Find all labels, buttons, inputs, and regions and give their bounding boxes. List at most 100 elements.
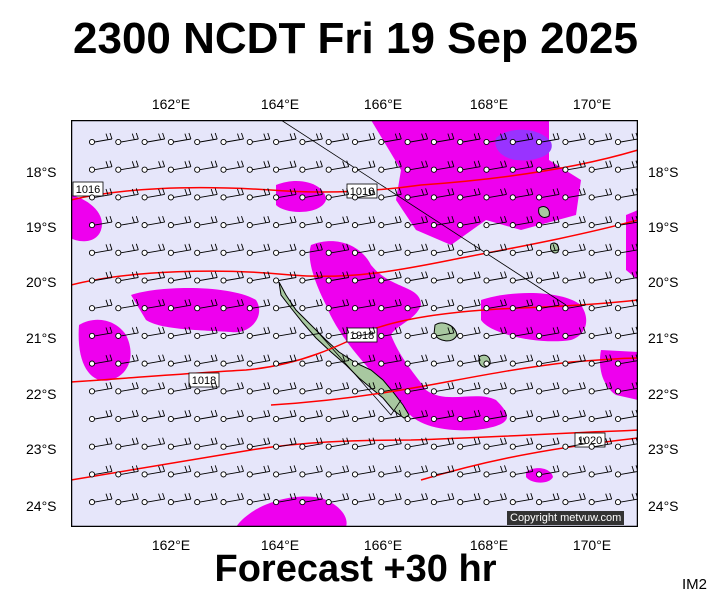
wind-barb: [457, 299, 481, 312]
wind-barb: [562, 354, 586, 367]
wind-barb: [246, 382, 271, 395]
wind-barb: [536, 215, 560, 229]
wind-barb: [509, 271, 534, 284]
wind-barb: [536, 132, 560, 146]
wind-barb: [614, 437, 638, 450]
wind-barb: [246, 409, 271, 423]
wind-barb: [141, 188, 166, 201]
wind-barb: [588, 132, 613, 146]
wind-barb: [562, 188, 586, 201]
wind-barb: [536, 354, 560, 367]
wind-barb: [588, 354, 613, 367]
wind-barb: [220, 465, 244, 478]
wind-barb: [194, 492, 218, 506]
wind-barb: [378, 437, 402, 450]
wind-barb: [483, 437, 507, 450]
wind-barb: [483, 382, 507, 395]
wind-barb: [509, 188, 534, 201]
wind-barb: [273, 354, 297, 367]
wind-barb: [325, 132, 350, 146]
wind-barb: [351, 271, 376, 284]
island-3: [538, 206, 550, 218]
wind-barb: [246, 243, 271, 256]
wind-barb: [509, 160, 534, 173]
wind-barb: [509, 326, 534, 339]
wind-barb: [483, 299, 507, 312]
wind-barb: [536, 382, 560, 395]
wind-barb: [509, 492, 534, 506]
wind-barb: [562, 409, 586, 423]
wind-barb: [115, 271, 139, 284]
lat-label-23-right: 23°S: [648, 441, 679, 457]
wind-barb: [246, 465, 271, 478]
wind-barb: [115, 492, 139, 506]
wind-barb: [167, 409, 192, 423]
wind-barb: [194, 354, 218, 367]
wind-barb: [194, 132, 218, 146]
wind-barb: [88, 354, 113, 367]
wind-barb: [351, 243, 376, 256]
wind-barb: [141, 492, 166, 506]
wind-barb: [430, 326, 455, 339]
wind-barb: [88, 271, 113, 284]
lon-label-164: 164°E: [260, 96, 300, 112]
wind-barb: [457, 409, 481, 423]
wind-barb: [220, 188, 244, 201]
wind-barb: [299, 243, 323, 256]
wind-barb: [299, 326, 323, 339]
isobar-label-1016-central: 1016: [346, 183, 378, 199]
wind-barb: [509, 299, 534, 312]
wind-barb: [299, 188, 323, 201]
wind-barb: [194, 437, 218, 450]
wind-barb: [483, 215, 507, 229]
wind-barb: [115, 437, 139, 450]
wind-barb: [115, 215, 139, 229]
wind-barb: [404, 382, 429, 395]
wind-barb: [404, 437, 429, 450]
lat-label-24: 24°S: [26, 498, 57, 514]
lat-label-22-right: 22°S: [648, 386, 679, 402]
lat-label-20-right: 20°S: [648, 274, 679, 290]
wind-barb: [457, 215, 481, 229]
wind-barb: [509, 382, 534, 395]
wind-barb: [194, 243, 218, 256]
wind-barb: [246, 354, 271, 367]
lon-label-162-bottom: 162°E: [151, 537, 191, 553]
wind-barb: [430, 243, 455, 256]
wind-barb: [115, 243, 139, 256]
lon-label-166: 166°E: [363, 96, 403, 112]
wind-barb: [141, 243, 166, 256]
wind-barb: [430, 160, 455, 173]
wind-barb: [194, 326, 218, 339]
wind-barb: [562, 299, 586, 312]
wind-barb: [273, 409, 297, 423]
boundary-line: [280, 120, 567, 306]
wind-barb: [536, 492, 560, 506]
wind-barb: [325, 437, 350, 450]
wind-barb: [562, 382, 586, 395]
wind-barb: [404, 215, 429, 229]
wind-barb: [509, 215, 534, 229]
lat-label-19: 19°S: [26, 219, 57, 235]
wind-barb: [457, 132, 481, 146]
wind-barb: [351, 188, 376, 201]
wind-barb: [351, 492, 376, 506]
wind-barb: [483, 160, 507, 173]
wind-barb: [167, 437, 192, 450]
wind-barb: [273, 437, 297, 450]
wind-barb: [299, 382, 323, 395]
wind-barb: [351, 299, 376, 312]
wind-barb: [536, 326, 560, 339]
wind-barb: [378, 132, 402, 146]
wind-barb: [457, 188, 481, 201]
wind-barb: [536, 437, 560, 450]
wind-barb: [562, 243, 586, 256]
lat-label-23: 23°S: [26, 441, 57, 457]
wind-barb: [483, 326, 507, 339]
wind-barb: [194, 188, 218, 201]
wind-barb: [115, 326, 139, 339]
wind-barb: [430, 271, 455, 284]
wind-barb: [220, 382, 244, 395]
wind-barb: [220, 409, 244, 423]
wind-barb: [220, 437, 244, 450]
